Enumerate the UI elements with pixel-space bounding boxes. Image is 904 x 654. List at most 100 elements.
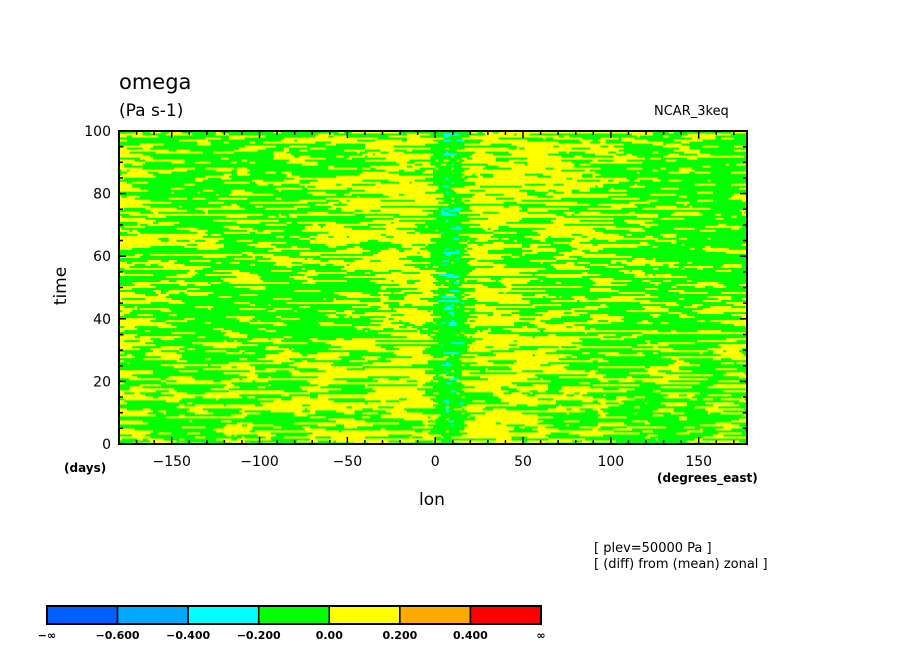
heatmap-cell bbox=[145, 161, 172, 164]
heatmap-cell bbox=[592, 227, 607, 230]
heatmap-cell bbox=[344, 225, 371, 228]
heatmap-cell bbox=[346, 247, 363, 250]
heatmap-cell bbox=[697, 319, 706, 323]
heatmap-cell bbox=[291, 335, 408, 339]
heatmap-cell bbox=[168, 131, 183, 134]
heatmap-cell bbox=[464, 143, 492, 146]
heatmap-cell bbox=[336, 409, 355, 413]
heatmap-cell bbox=[511, 391, 523, 395]
heatmap-cell bbox=[294, 277, 314, 280]
heatmap-cell bbox=[393, 345, 431, 349]
heatmap-cell bbox=[485, 303, 533, 307]
heatmap-cell bbox=[469, 363, 541, 367]
heatmap-cell bbox=[160, 391, 188, 395]
heatmap-cell bbox=[173, 365, 185, 369]
heatmap-cell bbox=[511, 287, 591, 291]
heatmap-cell bbox=[247, 357, 259, 361]
heatmap-cell bbox=[443, 133, 460, 136]
heatmap-cell bbox=[344, 309, 355, 313]
heatmap-cell bbox=[603, 393, 607, 397]
heatmap-cell bbox=[474, 267, 547, 270]
heatmap-cell bbox=[333, 399, 382, 403]
heatmap-cell bbox=[459, 429, 510, 433]
heatmap-cell bbox=[354, 325, 400, 329]
heatmap-cell bbox=[498, 301, 531, 305]
heatmap-cell bbox=[461, 165, 486, 168]
heatmap-cell bbox=[223, 243, 248, 246]
heatmap-cell bbox=[477, 279, 497, 282]
heatmap-cell bbox=[378, 411, 392, 415]
heatmap-cell bbox=[202, 367, 256, 371]
heatmap-cell bbox=[616, 253, 748, 256]
heatmap-cell bbox=[417, 251, 421, 254]
heatmap-cell bbox=[153, 157, 222, 160]
heatmap-cell bbox=[145, 433, 227, 437]
heatmap-cell bbox=[239, 205, 256, 208]
heatmap-cell bbox=[137, 327, 214, 331]
heatmap-cell bbox=[344, 275, 434, 278]
heatmap-cell bbox=[433, 153, 444, 156]
heatmap-cell bbox=[597, 421, 625, 425]
heatmap-cell bbox=[236, 161, 251, 164]
heatmap-cell bbox=[438, 279, 447, 282]
heatmap-cell bbox=[665, 143, 683, 146]
heatmap-cell bbox=[650, 279, 664, 282]
heatmap-cell bbox=[362, 355, 382, 359]
heatmap-cell bbox=[532, 303, 562, 307]
heatmap-cell bbox=[469, 293, 523, 297]
heatmap-cell bbox=[451, 313, 455, 317]
heatmap-cell bbox=[610, 281, 651, 284]
heatmap-cell bbox=[427, 249, 458, 252]
heatmap-cell bbox=[697, 137, 701, 140]
heatmap-cell bbox=[621, 261, 680, 264]
heatmap-cell bbox=[252, 251, 301, 254]
heatmap-cell bbox=[119, 369, 154, 373]
heatmap-cell bbox=[482, 167, 512, 170]
heatmap-cell bbox=[584, 305, 609, 309]
heatmap-cell bbox=[388, 303, 400, 307]
heatmap-cell bbox=[427, 243, 468, 246]
heatmap-cell bbox=[448, 321, 458, 325]
heatmap-cell bbox=[383, 301, 400, 305]
heatmap-cell bbox=[671, 411, 685, 415]
heatmap-cell bbox=[435, 321, 442, 325]
heatmap-cell bbox=[244, 435, 267, 439]
heatmap-cell bbox=[375, 339, 476, 343]
heatmap-cell bbox=[720, 213, 743, 216]
heatmap-cell bbox=[268, 383, 272, 387]
heatmap-cell bbox=[145, 353, 183, 357]
heatmap-cell bbox=[207, 233, 212, 236]
heatmap-cell bbox=[346, 405, 353, 409]
heatmap-cell bbox=[605, 397, 617, 401]
heatmap-cell bbox=[289, 159, 306, 162]
heatmap-cell bbox=[616, 395, 628, 399]
heatmap-cell bbox=[215, 131, 222, 134]
heatmap-cell bbox=[378, 137, 408, 140]
heatmap-cell bbox=[448, 285, 460, 288]
heatmap-cell bbox=[629, 229, 646, 232]
heatmap-cell bbox=[435, 269, 473, 272]
heatmap-cell bbox=[579, 419, 633, 423]
heatmap-cell bbox=[294, 367, 319, 371]
heatmap-cell bbox=[119, 365, 175, 369]
heatmap-cell bbox=[571, 245, 638, 248]
heatmap-cell bbox=[119, 399, 125, 403]
heatmap-cell bbox=[119, 237, 159, 240]
heatmap-cell bbox=[372, 377, 390, 381]
heatmap-cell bbox=[310, 415, 327, 419]
heatmap-cell bbox=[511, 313, 520, 317]
heatmap-cell bbox=[349, 359, 369, 363]
heatmap-cell bbox=[448, 209, 460, 212]
heatmap-cell bbox=[234, 149, 259, 152]
heatmap-cell bbox=[291, 265, 345, 268]
heatmap-cell bbox=[132, 281, 209, 284]
heatmap-cell bbox=[555, 267, 591, 270]
heatmap-cell bbox=[119, 289, 154, 293]
heatmap-cell bbox=[210, 387, 230, 391]
heatmap-cell bbox=[521, 439, 528, 443]
heatmap-cell bbox=[315, 357, 342, 361]
heatmap-cell bbox=[459, 133, 486, 136]
heatmap-cell bbox=[289, 149, 301, 152]
heatmap-cell bbox=[433, 321, 437, 325]
chart-units: (Pa s-1) bbox=[119, 101, 184, 121]
